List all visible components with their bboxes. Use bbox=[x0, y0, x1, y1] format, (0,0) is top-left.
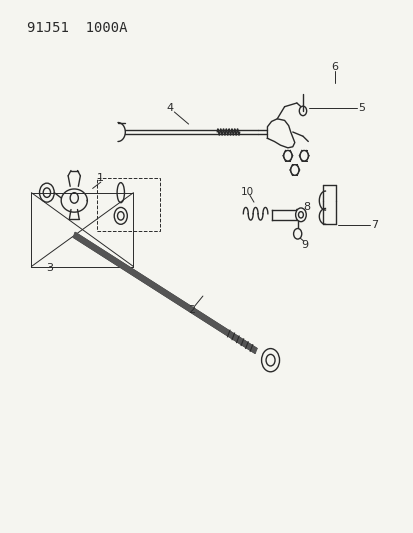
Text: 4: 4 bbox=[166, 103, 173, 114]
Polygon shape bbox=[73, 232, 256, 353]
Text: 2: 2 bbox=[188, 305, 195, 315]
Text: 5: 5 bbox=[357, 103, 364, 114]
Circle shape bbox=[261, 349, 279, 372]
Text: 9: 9 bbox=[301, 240, 308, 251]
Text: 1: 1 bbox=[97, 173, 104, 183]
Text: 8: 8 bbox=[303, 203, 310, 213]
Text: 3: 3 bbox=[46, 263, 53, 272]
Text: 7: 7 bbox=[370, 220, 377, 230]
Text: 6: 6 bbox=[330, 62, 337, 72]
Text: 91J51  1000A: 91J51 1000A bbox=[27, 21, 128, 35]
Circle shape bbox=[293, 229, 301, 239]
Circle shape bbox=[295, 208, 306, 222]
Text: 10: 10 bbox=[241, 187, 254, 197]
Bar bbox=[97, 178, 160, 231]
